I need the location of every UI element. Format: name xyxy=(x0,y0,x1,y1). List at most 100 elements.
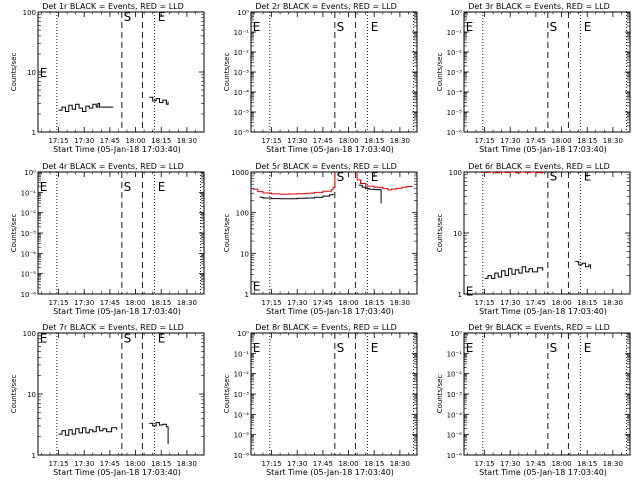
start-marker: S xyxy=(337,170,345,184)
lld-series-line xyxy=(484,172,544,174)
x-tick-label: 18:30 xyxy=(177,460,197,468)
x-tick-label: 17:45 xyxy=(100,460,120,468)
x-tick-label: 18:15 xyxy=(577,137,597,145)
events-series-line xyxy=(575,261,592,269)
x-tick-label: 18:15 xyxy=(151,299,171,307)
det-panel-5: Det 5r BLACK = Events, RED = LLD 1 10 100 10… xyxy=(223,162,418,316)
x-axis-label: Start Time (05-Jan-18 17:03:40) xyxy=(266,468,394,477)
y-tick-label: 10⁰ xyxy=(237,330,249,338)
end-marker: E xyxy=(371,170,379,184)
y-tick-label: 1 xyxy=(32,452,36,460)
y-axis-label: Counts/sec xyxy=(223,53,231,92)
det-panel-1: Det 1r BLACK = Events, RED = LLD 1 10 100 17… xyxy=(10,2,205,154)
end-marker: E xyxy=(466,341,474,355)
y-tick-label: 1 xyxy=(245,291,249,299)
x-axis-label: Start Time (05-Jan-18 17:03:40) xyxy=(479,145,607,154)
end-marker: E xyxy=(584,341,592,355)
y-tick-label: 10⁻⁶ xyxy=(234,129,250,137)
end-marker: E xyxy=(466,20,474,34)
end-marker: E xyxy=(158,10,166,24)
y-tick-label: 10⁻³ xyxy=(447,391,463,399)
start-marker: S xyxy=(550,341,558,355)
y-tick-label: 1 xyxy=(458,291,462,299)
plot-frame xyxy=(463,332,631,456)
end-marker: E xyxy=(40,331,48,345)
y-tick-label: 1000 xyxy=(231,169,249,177)
y-tick-label: 10⁻⁵ xyxy=(447,109,463,117)
y-axis-label: Counts/sec xyxy=(436,53,444,92)
end-marker: E xyxy=(253,20,261,34)
x-tick-label: 17:30 xyxy=(500,299,520,307)
x-tick-label: 18:15 xyxy=(364,137,384,145)
y-tick-label: 10⁰ xyxy=(450,9,462,17)
y-tick-label: 10⁻⁴ xyxy=(447,411,463,419)
panel-title: Det 6r BLACK = Events, RED = LLD xyxy=(468,162,610,171)
y-tick-label: 100 xyxy=(23,9,36,17)
panel-title: Det 7r BLACK = Events, RED = LLD xyxy=(42,323,184,332)
y-tick-label: 10⁻³ xyxy=(447,69,463,77)
x-tick-label: 17:30 xyxy=(74,137,94,145)
x-tick-label: 18:15 xyxy=(577,460,597,468)
x-tick-label: 18:30 xyxy=(390,137,410,145)
x-tick-label: 17:30 xyxy=(500,460,520,468)
end-marker: E xyxy=(371,341,379,355)
events-series-line xyxy=(484,266,544,279)
end-marker: E xyxy=(584,20,592,34)
y-tick-label: 10⁻⁵ xyxy=(234,109,250,117)
plot-frame xyxy=(463,11,631,133)
start-marker: S xyxy=(124,331,132,345)
y-tick-label: 10⁻⁴ xyxy=(21,250,37,258)
y-tick-label: 10 xyxy=(27,69,36,77)
x-tick-label: 18:30 xyxy=(603,460,623,468)
x-tick-label: 17:30 xyxy=(287,137,307,145)
x-tick-label: 18:00 xyxy=(551,460,571,468)
det-panel-8: Det 8r BLACK = Events, RED = LLD 10⁻⁶ 10⁻⁵… xyxy=(223,323,418,477)
y-tick-label: 10⁻¹ xyxy=(21,189,37,197)
events-series-line xyxy=(149,96,169,105)
det-panel-9: Det 9r BLACK = Events, RED = LLD 10⁻⁶ 10⁻⁵… xyxy=(436,323,631,477)
events-series-line xyxy=(358,184,382,204)
x-tick-label: 17:45 xyxy=(313,137,333,145)
det-panel-7: Det 7r BLACK = Events, RED = LLD 1 10 100 17… xyxy=(10,323,205,477)
x-axis-label: Start Time (05-Jan-18 17:03:40) xyxy=(53,145,181,154)
start-marker: S xyxy=(337,341,345,355)
y-axis-label: Counts/sec xyxy=(10,53,18,92)
y-tick-label: 10⁰ xyxy=(237,9,249,17)
x-axis-label: Start Time (05-Jan-18 17:03:40) xyxy=(479,468,607,477)
y-tick-label: 10⁻¹ xyxy=(447,29,463,37)
plot-frame xyxy=(250,332,418,456)
y-tick-label: 10⁻⁵ xyxy=(447,432,463,440)
x-tick-label: 17:15 xyxy=(261,299,281,307)
y-tick-label: 10⁻¹ xyxy=(234,29,250,37)
y-axis-label: Counts/sec xyxy=(10,214,18,253)
x-tick-label: 18:00 xyxy=(338,137,358,145)
y-axis-label: Counts/sec xyxy=(436,375,444,414)
x-tick-label: 18:30 xyxy=(177,299,197,307)
x-tick-label: 18:15 xyxy=(364,460,384,468)
start-marker: S xyxy=(124,10,132,24)
panel-title: Det 3r BLACK = Events, RED = LLD xyxy=(468,2,610,11)
x-axis-label: Start Time (05-Jan-18 17:03:40) xyxy=(266,145,394,154)
x-tick-label: 18:00 xyxy=(125,299,145,307)
y-tick-label: 10⁻³ xyxy=(234,391,250,399)
end-marker: E xyxy=(253,341,261,355)
panel-title: Det 5r BLACK = Events, RED = LLD xyxy=(255,162,397,171)
x-axis-label: Start Time (05-Jan-18 17:03:40) xyxy=(479,307,607,316)
plot-frame xyxy=(37,11,205,133)
y-tick-label: 10⁻² xyxy=(234,371,250,379)
x-tick-label: 18:30 xyxy=(603,137,623,145)
y-tick-label: 10⁻⁶ xyxy=(447,129,463,137)
y-axis-label: Counts/sec xyxy=(436,214,444,253)
y-tick-label: 10 xyxy=(27,391,36,399)
plot-frame xyxy=(250,171,418,295)
panel-title: Det 2r BLACK = Events, RED = LLD xyxy=(255,2,397,11)
y-tick-label: 100 xyxy=(23,330,36,338)
y-tick-label: 10 xyxy=(240,250,249,258)
x-tick-label: 18:00 xyxy=(125,137,145,145)
x-tick-label: 17:30 xyxy=(287,460,307,468)
y-tick-label: 10⁻² xyxy=(447,49,463,57)
x-tick-label: 18:30 xyxy=(390,460,410,468)
x-tick-label: 17:45 xyxy=(526,137,546,145)
x-tick-label: 17:45 xyxy=(100,137,120,145)
